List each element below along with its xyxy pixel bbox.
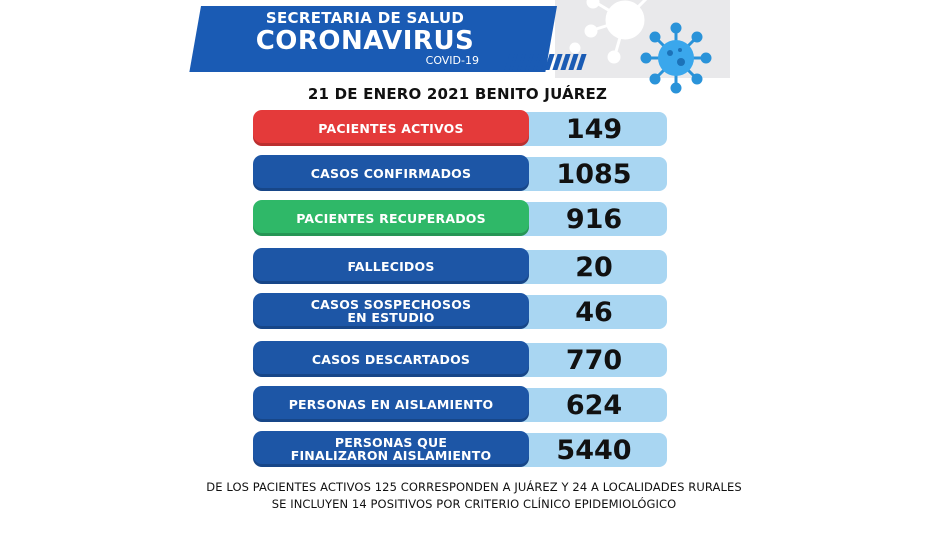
stat-label-pill: CASOS CONFIRMADOS — [253, 155, 529, 191]
stat-value: 20 — [575, 251, 613, 283]
stat-row: CASOS SOSPECHOSOS EN ESTUDIO 46 — [253, 293, 667, 329]
stat-row: CASOS DESCARTADOS 770 — [253, 341, 667, 377]
virus-background-icon — [569, 0, 648, 64]
stat-row: PACIENTES ACTIVOS 149 — [253, 110, 667, 146]
stat-label-pill: PACIENTES RECUPERADOS — [253, 200, 529, 236]
stat-value: 770 — [565, 344, 623, 376]
stat-value: 5440 — [556, 434, 632, 466]
stat-label-pill: PERSONAS QUE FINALIZARON AISLAMIENTO — [253, 431, 529, 467]
header-stripes — [504, 54, 587, 72]
header-title: CORONAVIRUS — [255, 26, 475, 56]
stat-value: 1085 — [556, 158, 632, 190]
stat-value: 624 — [565, 389, 623, 421]
footer-note: DE LOS PACIENTES ACTIVOS 125 CORRESPONDE… — [0, 479, 948, 513]
stat-row: FALLECIDOS 20 — [253, 248, 667, 284]
stat-label-pill: FALLECIDOS — [253, 248, 529, 284]
stat-value: 46 — [575, 296, 613, 328]
report-date: 21 DE ENERO 2021 BENITO JUÁREZ — [307, 85, 608, 103]
stat-label: PACIENTES RECUPERADOS — [296, 210, 486, 226]
stat-label: CASOS CONFIRMADOS — [310, 165, 472, 181]
stat-label-pill: CASOS SOSPECHOSOS EN ESTUDIO — [253, 293, 529, 329]
stat-label: CASOS SOSPECHOSOS EN ESTUDIO — [310, 297, 472, 325]
stat-label: CASOS DESCARTADOS — [311, 351, 471, 367]
stat-label: PACIENTES ACTIVOS — [318, 120, 464, 136]
covid-report-poster: SECRETARIA DE SALUD CORONAVIRUS COVID-19… — [185, 0, 730, 533]
stat-label: PERSONAS EN AISLAMIENTO — [288, 396, 494, 412]
stat-value: 149 — [565, 113, 623, 145]
footer-line-1: DE LOS PACIENTES ACTIVOS 125 CORRESPONDE… — [206, 480, 742, 494]
stat-label-pill: CASOS DESCARTADOS — [253, 341, 529, 377]
stat-label: PERSONAS QUE FINALIZARON AISLAMIENTO — [290, 435, 492, 463]
header-subtitle: COVID-19 — [425, 54, 479, 67]
stat-label-pill: PERSONAS EN AISLAMIENTO — [253, 386, 529, 422]
header-title-block: SECRETARIA DE SALUD CORONAVIRUS COVID-19 — [215, 10, 515, 67]
stat-row: PACIENTES RECUPERADOS 916 — [253, 200, 667, 236]
stat-row: PERSONAS EN AISLAMIENTO 624 — [253, 386, 667, 422]
header-org: SECRETARIA DE SALUD — [265, 9, 465, 27]
stat-row: PERSONAS QUE FINALIZARON AISLAMIENTO 5440 — [253, 431, 667, 467]
virus-icon — [640, 22, 712, 94]
stat-label-pill: PACIENTES ACTIVOS — [253, 110, 529, 146]
stat-value: 916 — [565, 203, 623, 235]
stat-row: CASOS CONFIRMADOS 1085 — [253, 155, 667, 191]
footer-line-2: SE INCLUYEN 14 POSITIVOS POR CRITERIO CL… — [271, 497, 677, 511]
stat-label: FALLECIDOS — [347, 258, 435, 274]
